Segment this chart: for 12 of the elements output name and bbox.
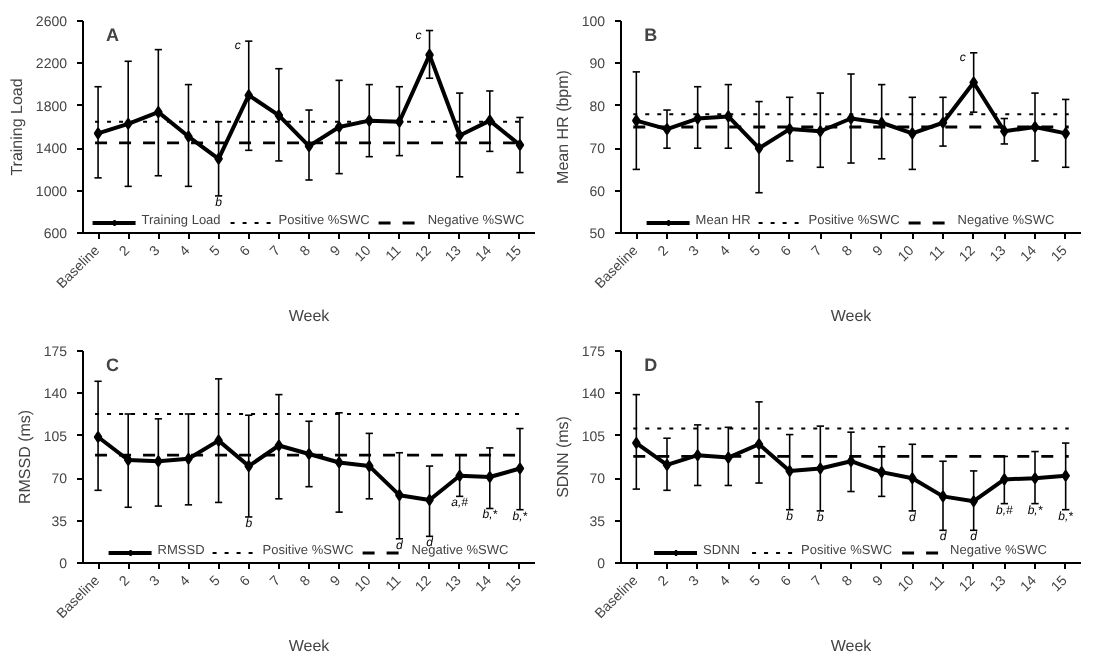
- y-axis-title: Mean HR (bpm): [553, 69, 572, 184]
- x-axis-title: Week: [830, 306, 874, 325]
- x-axis-title: Week: [288, 636, 332, 655]
- chart-title: A: [106, 25, 121, 45]
- x-axis-title: Week: [830, 636, 874, 655]
- chart-title: C: [106, 355, 121, 375]
- y-axis-title: Training Load: [7, 78, 26, 176]
- y-axis-title: SDNN (ms): [553, 415, 572, 498]
- y-axis-title: RMSSD (ms): [15, 409, 34, 505]
- chart-title: B: [644, 25, 659, 45]
- chart-title: D: [644, 355, 659, 375]
- x-axis-title: Week: [288, 306, 332, 325]
